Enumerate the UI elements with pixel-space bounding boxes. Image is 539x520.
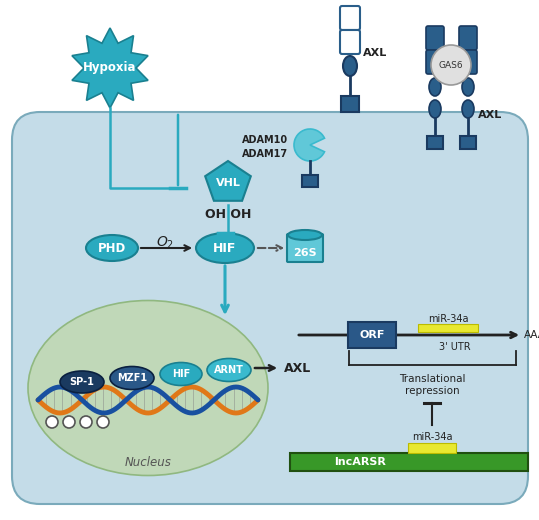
Ellipse shape [462,78,474,96]
FancyBboxPatch shape [408,443,456,453]
Text: AAAAA: AAAAA [524,330,539,340]
Ellipse shape [288,230,322,240]
Text: repression: repression [405,386,459,396]
Text: SP-1: SP-1 [70,377,94,387]
Polygon shape [205,161,251,201]
Text: 3' UTR: 3' UTR [439,342,471,352]
Text: lncARSR: lncARSR [334,457,386,467]
Text: Translational: Translational [399,374,465,384]
Ellipse shape [60,371,104,393]
Circle shape [63,416,75,428]
FancyBboxPatch shape [340,30,360,54]
FancyBboxPatch shape [418,324,478,332]
Ellipse shape [207,358,251,382]
Text: ARNT: ARNT [214,365,244,375]
Ellipse shape [429,78,441,96]
Circle shape [431,45,471,85]
FancyBboxPatch shape [341,96,359,112]
Text: MZF1: MZF1 [117,373,147,383]
FancyBboxPatch shape [427,136,443,149]
Text: Nucleus: Nucleus [125,456,171,469]
Text: VHL: VHL [216,178,240,188]
Wedge shape [294,129,324,161]
Circle shape [46,416,58,428]
Ellipse shape [28,301,268,475]
FancyBboxPatch shape [290,453,528,471]
Text: ADAM10
ADAM17: ADAM10 ADAM17 [242,135,288,159]
Text: Hypoxia: Hypoxia [83,61,137,74]
Text: AXL: AXL [284,361,311,374]
Text: HIF: HIF [172,369,190,379]
Text: HIF: HIF [213,241,237,254]
Text: GAS6: GAS6 [439,60,464,70]
FancyBboxPatch shape [12,112,528,504]
Text: OH OH: OH OH [205,209,251,222]
Ellipse shape [110,367,154,389]
FancyBboxPatch shape [426,26,444,50]
FancyBboxPatch shape [426,50,444,74]
FancyBboxPatch shape [348,322,396,348]
Ellipse shape [196,233,254,263]
Ellipse shape [343,56,357,76]
Ellipse shape [429,100,441,118]
FancyBboxPatch shape [287,234,323,262]
Text: ORF: ORF [360,330,385,340]
FancyBboxPatch shape [459,26,477,50]
Text: AXL: AXL [363,48,387,58]
Text: $O_2$: $O_2$ [156,235,174,251]
Text: AXL: AXL [478,110,502,120]
Text: 26S: 26S [293,248,317,258]
FancyBboxPatch shape [302,175,318,187]
Text: miR-34a: miR-34a [412,432,452,442]
Ellipse shape [160,362,202,385]
Text: miR-34a: miR-34a [428,314,468,324]
Ellipse shape [86,235,138,261]
FancyBboxPatch shape [459,50,477,74]
FancyBboxPatch shape [340,6,360,30]
Text: PHD: PHD [98,241,126,254]
Circle shape [80,416,92,428]
Ellipse shape [462,100,474,118]
Circle shape [97,416,109,428]
Polygon shape [72,28,148,108]
FancyBboxPatch shape [460,136,476,149]
